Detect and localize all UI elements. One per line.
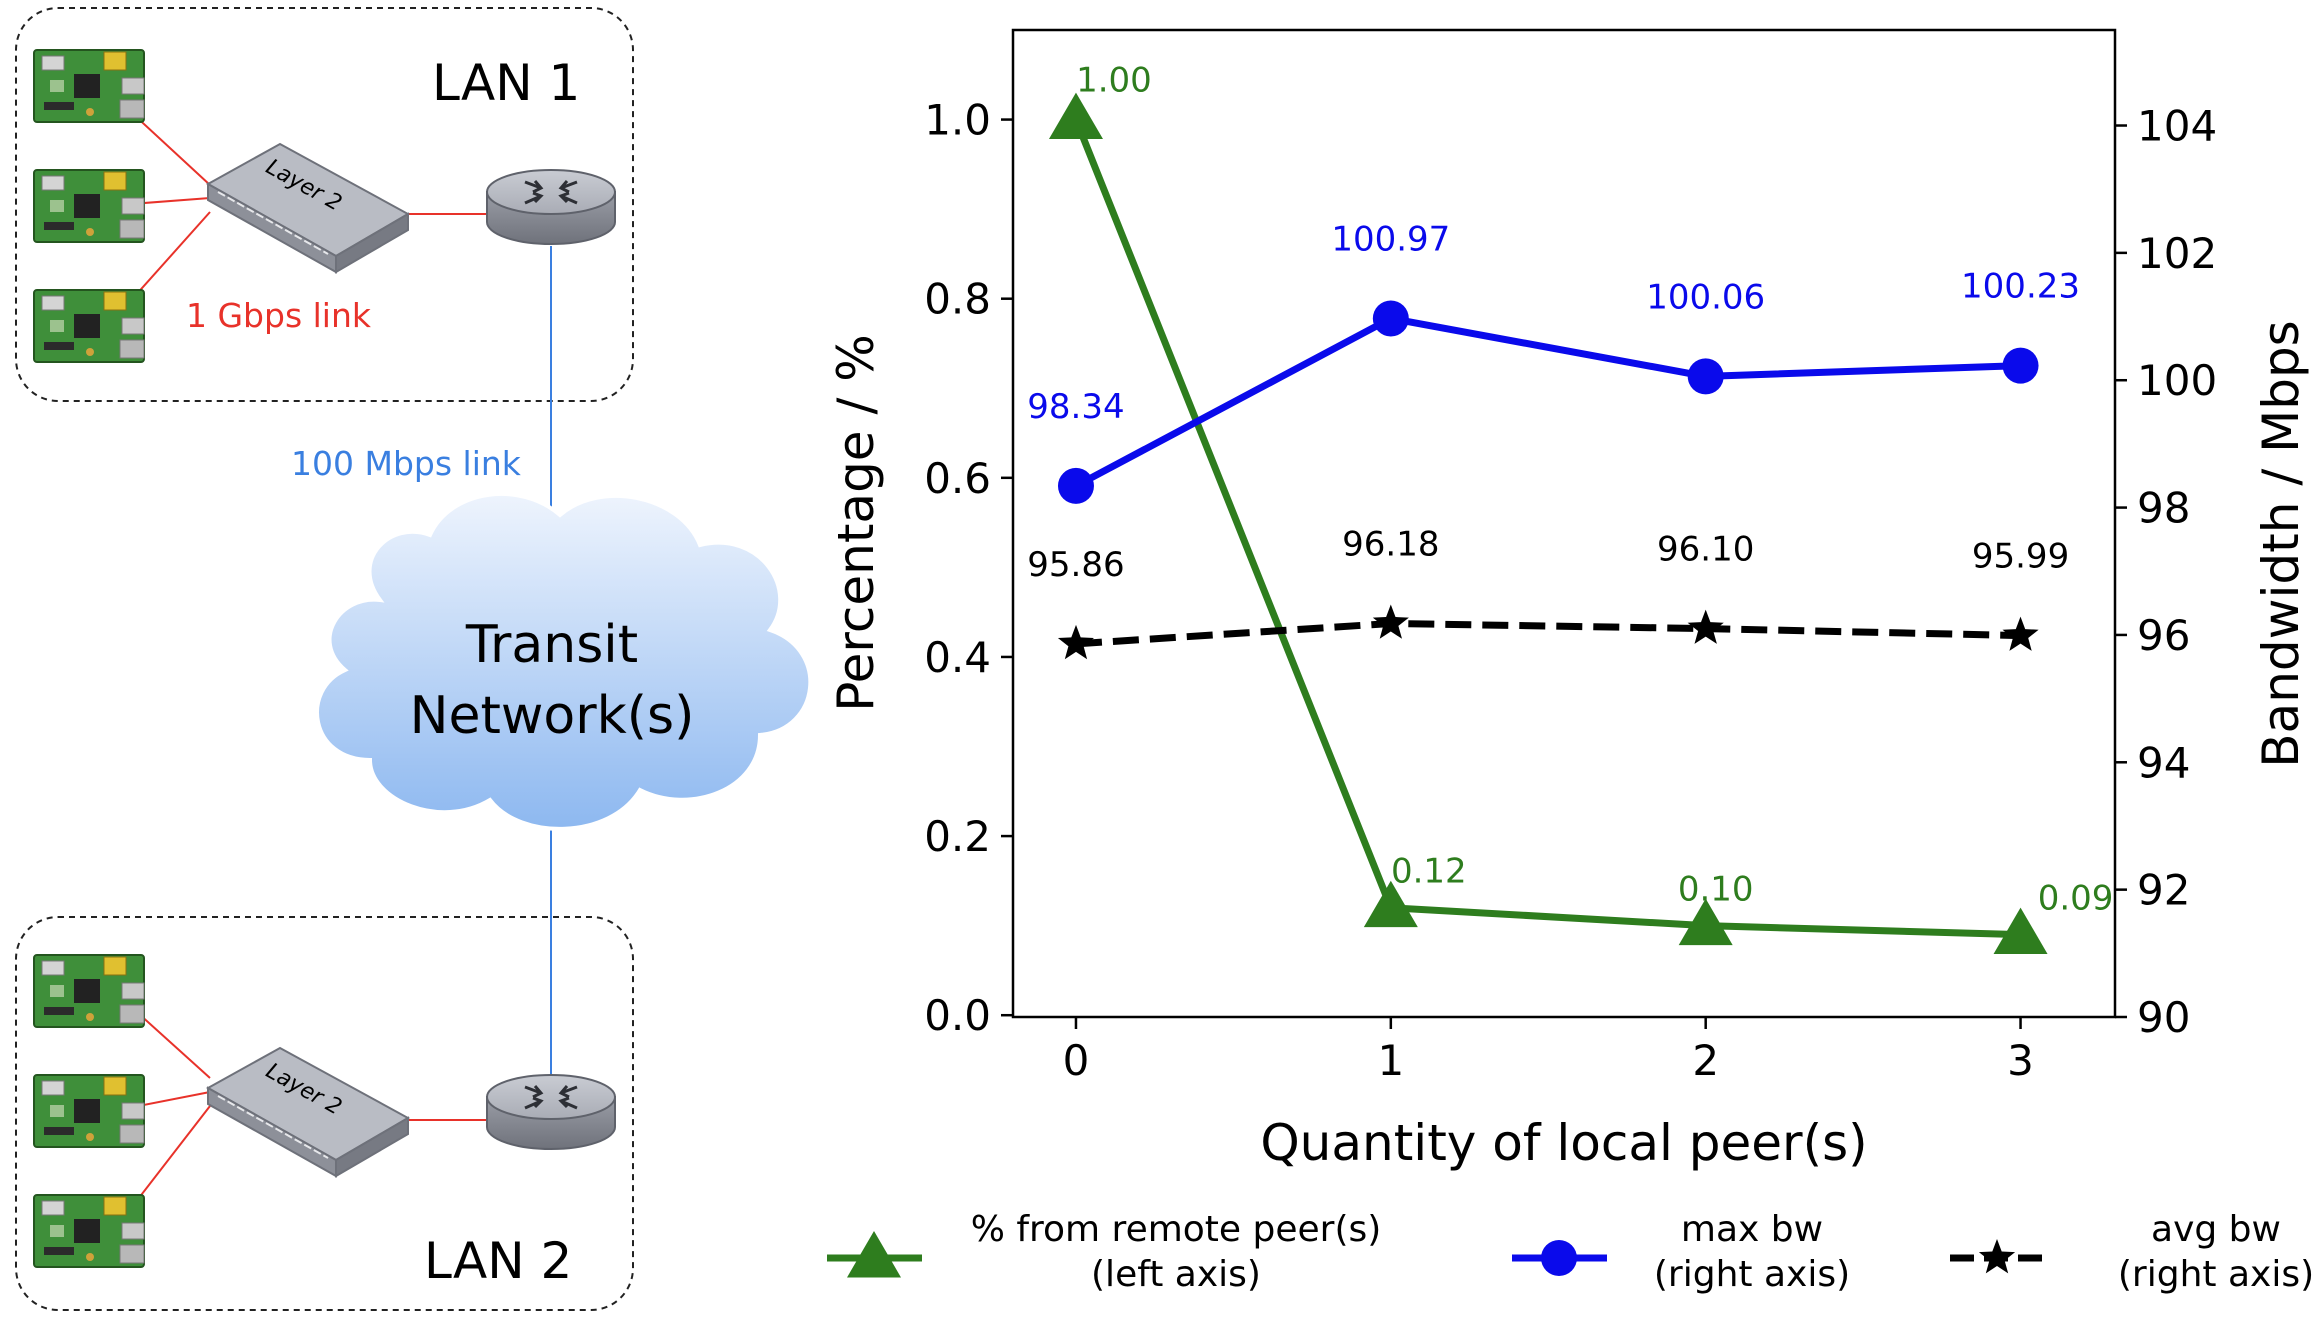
lan2-pi-1 — [33, 954, 145, 1028]
series-2-data-label: 95.99 — [1972, 537, 2069, 577]
series-2-data-label: 95.86 — [1027, 545, 1124, 585]
left-tick-label: 0.2 — [924, 812, 991, 861]
series-line-2 — [1075, 619, 2021, 648]
series-2-point — [1057, 624, 1094, 660]
series-1-point — [1057, 467, 1094, 504]
series-0-data-label: 0.12 — [1391, 852, 1467, 892]
gbps-link-label: 1 Gbps link — [186, 296, 372, 335]
series-0-point — [1678, 898, 1733, 946]
lan1-box — [15, 7, 634, 402]
series-1-data-label: 100.06 — [1646, 277, 1765, 317]
x-tick-label: 3 — [2007, 1036, 2034, 1085]
left-tick-label: 0.8 — [924, 275, 991, 324]
legend-sublabel-0: (left axis) — [1091, 1254, 1261, 1295]
x-tick-label: 2 — [1692, 1036, 1719, 1085]
right-tick-label: 98 — [2137, 484, 2190, 533]
series-2-point — [2002, 616, 2039, 651]
cloud-label-line1: Transit — [465, 615, 638, 675]
right-tick-label: 96 — [2137, 611, 2190, 660]
lan2-box — [15, 916, 634, 1311]
series-0-point — [1993, 907, 2048, 955]
data-labels: 1.00 0.12 0.10 0.09 98.34 100.97 100.06 100.23 9… — [1027, 61, 2113, 919]
left-axis: 0.0 0.2 0.4 0.6 0.8 1.0 — [924, 96, 1013, 1040]
left-tick-label: 0.4 — [924, 633, 991, 682]
series-line-1 — [1074, 314, 2021, 490]
series-2-data-label: 96.18 — [1342, 524, 1439, 564]
x-axis: 0 1 2 3 — [1063, 1017, 2034, 1085]
right-axis: 90 92 94 96 98 100 102 104 — [2115, 102, 2217, 1042]
right-tick-label: 92 — [2137, 866, 2190, 915]
series-1-data-label: 100.23 — [1961, 267, 2080, 307]
series-1-point — [2002, 347, 2039, 384]
x-axis-label: Quantity of local peer(s) — [1260, 1114, 1867, 1172]
legend-label-1: max bw — [1681, 1209, 1823, 1250]
lan2-router — [485, 1073, 617, 1151]
left-tick-label: 0.0 — [924, 991, 991, 1040]
lan1-pi-2 — [33, 169, 145, 243]
series-1-point — [1372, 300, 1409, 337]
cloud-label-line2: Network(s) — [410, 686, 695, 746]
series-1-point — [1687, 358, 1724, 395]
right-tick-label: 104 — [2137, 102, 2217, 151]
x-tick-label: 0 — [1063, 1036, 1090, 1085]
left-axis-label: Percentage / % — [827, 334, 885, 711]
series-1-data-label: 100.97 — [1331, 219, 1450, 259]
right-tick-label: 90 — [2137, 993, 2190, 1042]
legend-marker-1 — [1541, 1240, 1577, 1276]
lan1-pi-1 — [33, 49, 145, 123]
series-2-point — [1372, 604, 1409, 639]
plot-frame — [1011, 28, 2117, 1019]
transit-cloud: Transit Network(s) — [315, 492, 813, 831]
series-0-point — [1363, 880, 1418, 928]
network-diagram: LAN 1 Layer 2 1 Gbps link 100 Mbps link … — [15, 7, 813, 1311]
right-tick-label: 100 — [2137, 356, 2217, 405]
legend-sublabel-2: (right axis) — [2118, 1254, 2314, 1295]
series-0-point — [1048, 92, 1103, 140]
lan2-switch — [207, 1047, 409, 1177]
legend-label-0: % from remote peer(s) — [971, 1209, 1382, 1250]
legend-marker-2 — [1978, 1239, 2016, 1274]
lan1-pi-3 — [33, 289, 145, 363]
lan2-pi-2 — [33, 1074, 145, 1148]
lan2-label: LAN 2 — [424, 1232, 572, 1290]
legend-label-2: avg bw — [2151, 1209, 2281, 1250]
lan1-switch — [207, 143, 409, 273]
lan1-label: LAN 1 — [432, 54, 580, 112]
right-tick-label: 94 — [2137, 738, 2190, 787]
lan1-router — [485, 168, 617, 246]
series-0-data-label: 0.10 — [1678, 870, 1754, 910]
series-2-point — [1687, 609, 1724, 644]
legend-marker-0 — [847, 1231, 901, 1278]
left-tick-label: 1.0 — [924, 96, 991, 145]
legend-sublabel-1: (right axis) — [1654, 1254, 1850, 1295]
mbps-link-label: 100 Mbps link — [291, 444, 522, 483]
series-line-0 — [1072, 118, 2021, 939]
series — [1048, 92, 2048, 955]
lan2-pi-3 — [33, 1194, 145, 1268]
right-axis-label: Bandwidth / Mbps — [2252, 320, 2310, 768]
series-2-data-label: 96.10 — [1657, 530, 1754, 570]
series-0-data-label: 1.00 — [1076, 61, 1152, 101]
left-tick-label: 0.6 — [924, 454, 991, 503]
series-1-data-label: 98.34 — [1027, 387, 1124, 427]
right-tick-label: 102 — [2137, 229, 2217, 278]
series-0-data-label: 0.09 — [2038, 879, 2114, 919]
x-tick-label: 1 — [1377, 1036, 1404, 1085]
legend: % from remote peer(s)(left axis)max bw(r… — [827, 1209, 2314, 1295]
